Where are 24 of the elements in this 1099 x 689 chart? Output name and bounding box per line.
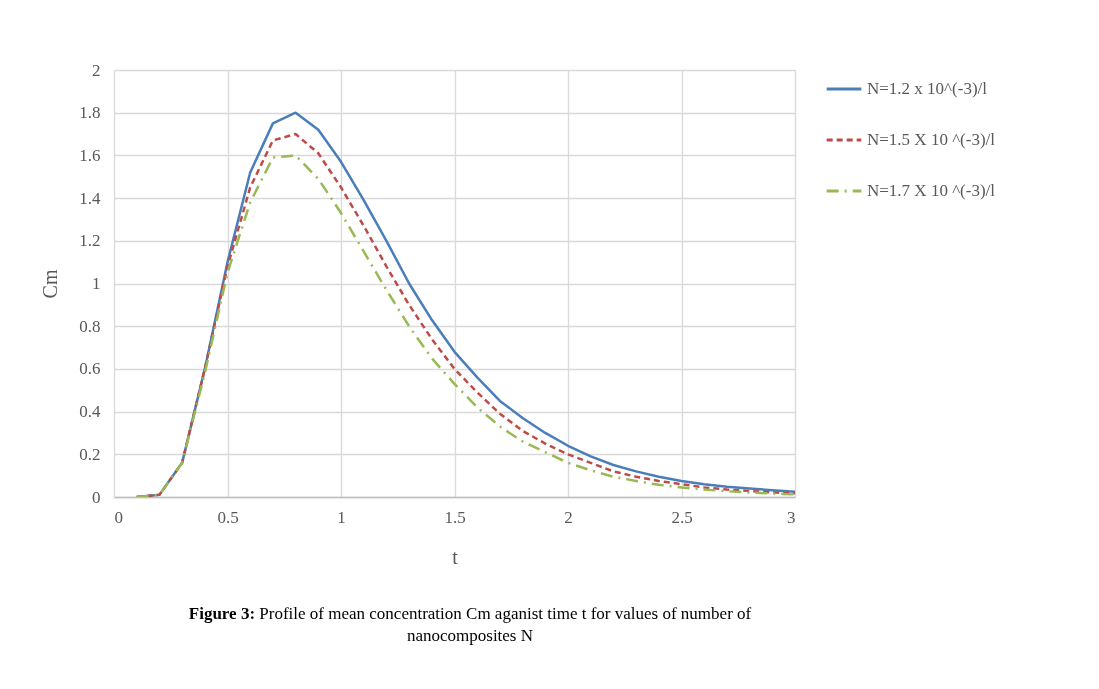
x-tick-label: 0.5 <box>217 507 239 527</box>
x-tick-label: 2.5 <box>671 507 693 527</box>
x-tick-label: 1 <box>337 507 346 527</box>
y-tick-label: 0.6 <box>79 359 101 379</box>
caption: Figure 3: Profile of mean concentration Cm aganist time t for values of number of nanocomposites N <box>187 603 753 647</box>
y-tick-label: 2 <box>92 60 101 80</box>
y-tick-label: 0 <box>92 487 101 507</box>
y-tick-label: 0.2 <box>79 444 101 464</box>
y-tick-label: 0.8 <box>79 316 101 336</box>
x-tick-label: 0 <box>114 507 123 527</box>
x-tick-label: 1.5 <box>444 507 466 527</box>
y-tick-label: 1.8 <box>79 103 101 123</box>
legend-label: N=1.7 X 10 ^(-3)/l <box>867 181 996 200</box>
legend-label: N=1.5 X 10 ^(-3)/l <box>867 130 996 149</box>
y-tick-label: 1 <box>92 274 101 293</box>
y-axis-title: Cm <box>39 269 62 299</box>
y-tick-label: 1.2 <box>79 231 101 251</box>
legend-label: N=1.2 x 10^(-3)/l <box>867 79 988 98</box>
y-tick-label: 1.6 <box>79 145 101 165</box>
x-tick-label: 3 <box>787 507 796 527</box>
y-tick-label: 1.4 <box>79 188 101 208</box>
x-axis-title: t <box>452 545 459 568</box>
y-tick-label: 0.4 <box>79 402 101 422</box>
x-tick-label: 2 <box>564 507 573 527</box>
